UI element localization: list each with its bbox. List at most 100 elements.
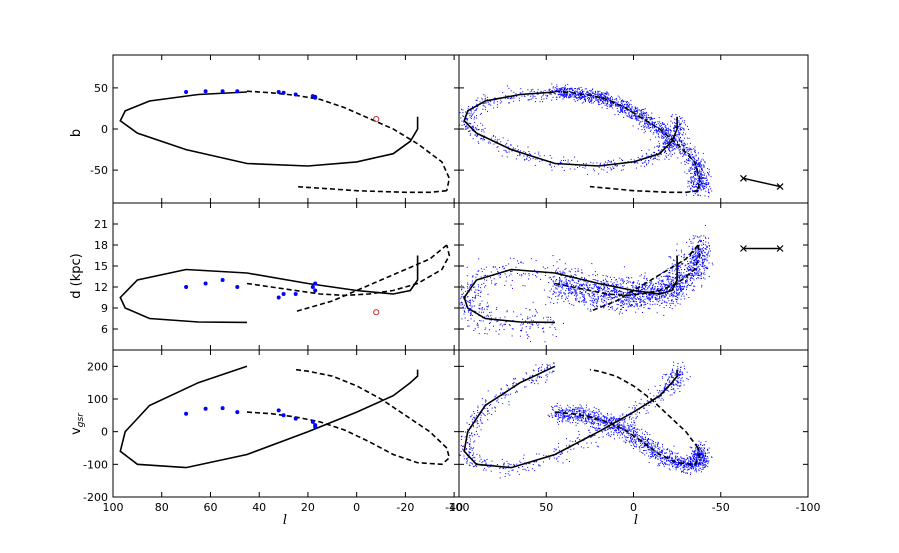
particle: [582, 411, 584, 413]
particle: [634, 442, 636, 444]
particle: [601, 289, 603, 291]
particle: [494, 139, 496, 141]
particle: [631, 285, 633, 287]
particle: [664, 285, 666, 287]
particle: [484, 286, 485, 288]
star-point: [310, 419, 315, 424]
particle: [699, 269, 701, 270]
particle: [469, 115, 471, 116]
particle: [597, 287, 599, 289]
particle: [559, 259, 561, 261]
particle: [694, 470, 696, 472]
particle: [701, 169, 703, 171]
particle: [568, 289, 570, 291]
particle: [662, 132, 664, 134]
particle: [561, 88, 562, 90]
particle: [689, 160, 691, 162]
particle: [645, 112, 647, 113]
particle: [668, 272, 670, 274]
particle: [647, 126, 649, 128]
particle: [499, 317, 501, 319]
particle: [670, 286, 672, 288]
particle: [585, 163, 587, 165]
particle: [671, 134, 673, 136]
particle: [559, 284, 561, 286]
particle: [667, 123, 669, 125]
particle: [660, 131, 662, 133]
particle: [621, 107, 623, 108]
particle: [599, 295, 601, 297]
particle: [692, 275, 694, 276]
particle: [611, 308, 613, 310]
particle: [569, 90, 571, 92]
particle: [708, 250, 710, 252]
particle: [698, 165, 700, 167]
particle: [565, 298, 566, 300]
particle: [643, 442, 645, 444]
particle: [518, 97, 520, 99]
particle: [540, 91, 542, 93]
particle: [626, 101, 627, 103]
particle: [675, 126, 677, 128]
particle: [590, 413, 592, 415]
particle: [620, 309, 621, 310]
particle: [603, 282, 605, 284]
particle: [550, 316, 552, 318]
particle: [580, 97, 582, 99]
particle: [646, 442, 648, 444]
particle: [636, 118, 638, 120]
particle: [691, 283, 693, 285]
particle: [699, 274, 701, 276]
particle: [679, 152, 681, 154]
particle: [552, 285, 554, 287]
particle: [653, 123, 655, 125]
particle: [641, 444, 643, 446]
particle: [688, 149, 690, 151]
particle: [486, 308, 488, 310]
particle: [664, 275, 666, 277]
particle: [532, 323, 534, 325]
particle: [697, 152, 699, 154]
particle: [686, 457, 688, 459]
particle: [701, 273, 702, 274]
particle: [615, 284, 617, 286]
particle: [568, 290, 570, 291]
particle: [698, 275, 700, 276]
particle: [577, 96, 579, 98]
particle: [459, 112, 461, 114]
particle: [478, 142, 480, 144]
particle: [566, 283, 568, 285]
particle: [473, 128, 475, 130]
particle: [530, 319, 532, 321]
particle: [470, 314, 472, 316]
particle: [580, 405, 582, 407]
particle: [611, 306, 613, 308]
particle: [692, 238, 694, 240]
particle: [646, 433, 648, 435]
particle: [621, 278, 623, 280]
particle: [633, 293, 634, 294]
particle: [701, 257, 702, 258]
particle: [692, 467, 694, 469]
particle: [491, 319, 492, 321]
particle: [477, 322, 478, 324]
particle: [674, 464, 676, 466]
particle: [513, 258, 515, 260]
particle: [473, 126, 474, 128]
particle: [529, 322, 531, 324]
particle: [601, 97, 603, 99]
particle: [687, 267, 689, 269]
particle: [682, 142, 684, 144]
particle: [621, 99, 623, 101]
particle: [679, 303, 681, 305]
particle: [654, 122, 656, 124]
particle: [614, 99, 616, 101]
particle: [568, 287, 570, 289]
particle: [681, 261, 683, 262]
particle: [570, 88, 572, 90]
particle: [577, 100, 578, 102]
particle: [662, 280, 663, 282]
particle: [615, 291, 617, 293]
particle: [622, 293, 624, 294]
particle: [621, 290, 623, 292]
